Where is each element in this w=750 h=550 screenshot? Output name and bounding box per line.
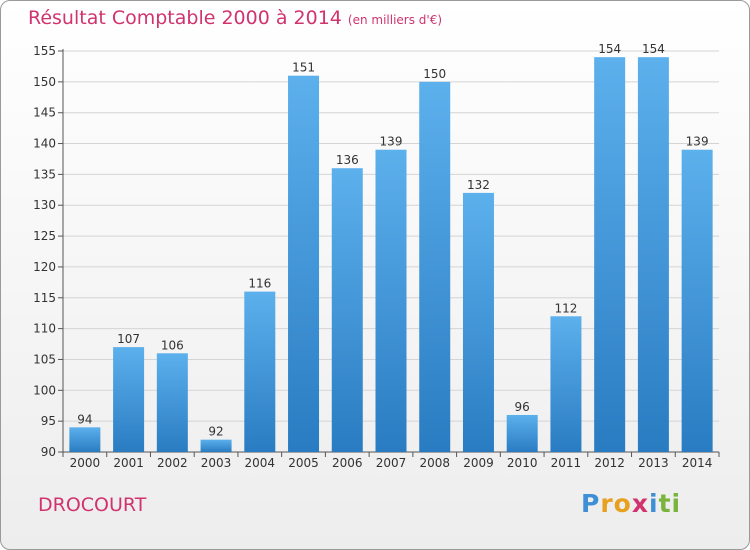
x-tick-label: 2006 <box>332 456 363 470</box>
x-tick-label: 2005 <box>288 456 319 470</box>
logo-letter: i <box>649 489 659 518</box>
bar-2013 <box>637 57 669 453</box>
bars <box>69 57 713 453</box>
bar-2012 <box>594 57 626 453</box>
proxiti-logo: Proxiti <box>581 489 681 518</box>
bar-2001 <box>113 347 145 452</box>
bar-2005 <box>288 75 320 452</box>
x-tick-label: 2009 <box>463 456 494 470</box>
chart-title: Résultat Comptable 2000 à 2014 (en millie… <box>28 7 443 29</box>
data-label-2013: 154 <box>642 42 665 56</box>
x-tick-label: 2002 <box>157 456 188 470</box>
bar-2014 <box>681 149 713 452</box>
bar-2009 <box>462 192 494 452</box>
data-label-2001: 107 <box>117 332 140 346</box>
bar-2003 <box>200 439 232 452</box>
data-label-2005: 151 <box>292 61 315 75</box>
x-tick-label: 2007 <box>376 456 407 470</box>
bar-2008 <box>419 81 451 452</box>
y-tick-label: 110 <box>33 322 56 336</box>
commune-name: DROCOURT <box>38 494 147 516</box>
y-tick-label: 100 <box>33 383 56 397</box>
data-label-2007: 139 <box>380 135 403 149</box>
logo-letter: i <box>671 489 682 518</box>
x-tick-label: 2012 <box>594 456 625 470</box>
y-tick-label: 115 <box>33 291 56 305</box>
x-tick-label: 2003 <box>201 456 232 470</box>
data-label-2014: 139 <box>686 135 709 149</box>
data-label-2009: 132 <box>467 178 490 192</box>
data-label-2011: 112 <box>554 301 577 315</box>
y-tick-label: 155 <box>33 44 56 58</box>
data-label-2008: 150 <box>423 67 446 81</box>
y-tick-label: 145 <box>33 106 56 120</box>
logo-letter: o <box>613 489 632 518</box>
bar-2004 <box>244 291 276 452</box>
bar-2007 <box>375 149 407 452</box>
bar-2002 <box>156 353 188 452</box>
logo-letter: x <box>631 489 649 518</box>
y-tick-label: 105 <box>33 352 56 366</box>
y-tick-label: 95 <box>41 414 56 428</box>
x-tick-label: 2010 <box>507 456 538 470</box>
logo-letter: t <box>658 489 672 518</box>
data-label-2006: 136 <box>336 153 359 167</box>
y-tick-label: 135 <box>33 167 56 181</box>
x-tick-label: 2013 <box>638 456 669 470</box>
data-label-2010: 96 <box>515 400 530 414</box>
y-tick-label: 130 <box>33 198 56 212</box>
y-tick-label: 90 <box>41 445 56 459</box>
data-label-2012: 154 <box>598 42 621 56</box>
y-tick-label: 150 <box>33 75 56 89</box>
data-label-2003: 92 <box>208 425 223 439</box>
x-tick-label: 2011 <box>551 456 582 470</box>
bar-2010 <box>506 414 538 452</box>
bar-2000 <box>69 427 101 452</box>
bar-2011 <box>550 316 582 452</box>
chart-subtitle: (en milliers d'€) <box>347 13 443 27</box>
x-tick-label: 2000 <box>70 456 101 470</box>
data-label-2004: 116 <box>248 277 271 291</box>
y-axis: 90 95 100 105 110 115 120 125 130 135 140 145 150 155 <box>33 44 64 459</box>
x-tick-label: 2008 <box>419 456 450 470</box>
logo-letter: P <box>581 489 601 518</box>
x-tick-label: 2001 <box>113 456 144 470</box>
y-tick-label: 140 <box>33 137 56 151</box>
data-label-2000: 94 <box>77 412 92 426</box>
x-axis: 2000 2001 2002 2003 2004 2005 2006 2007 2008 2009… <box>62 451 720 470</box>
x-tick-label: 2004 <box>245 456 276 470</box>
logo-letter: r <box>600 489 614 518</box>
bar-2006 <box>331 168 363 452</box>
y-tick-label: 120 <box>33 260 56 274</box>
data-label-2002: 106 <box>161 338 184 352</box>
y-tick-label: 125 <box>33 229 56 243</box>
data-labels: 94 107 106 92 116 151 136 139 150 132 96 112 154 154 1… <box>77 42 708 438</box>
x-tick-label: 2014 <box>682 456 713 470</box>
